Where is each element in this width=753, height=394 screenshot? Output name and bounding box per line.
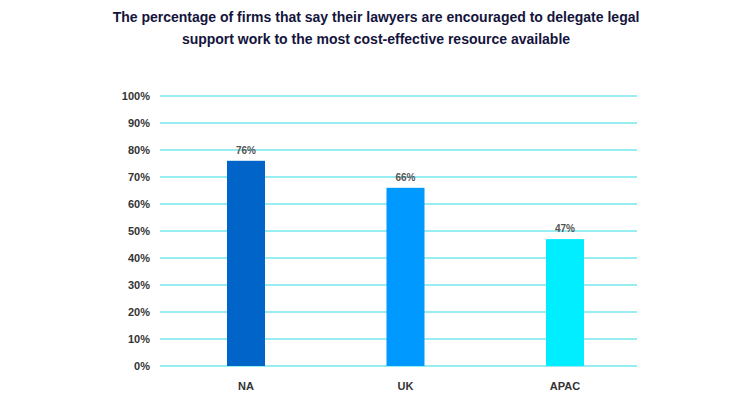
category-label: APAC [550, 380, 580, 392]
tick-label: 80% [128, 144, 150, 156]
tick-label: 70% [128, 171, 150, 183]
bar [227, 161, 265, 366]
tick-label: 100% [122, 90, 150, 102]
grid-line [160, 149, 637, 150]
grid-line [160, 95, 637, 96]
tick-label: 50% [128, 225, 150, 237]
tick-label: 10% [128, 333, 150, 345]
tick-label: 0% [134, 360, 150, 372]
tick-label: 40% [128, 252, 150, 264]
bar [387, 188, 425, 366]
category-label: NA [238, 380, 254, 392]
tick-label: 60% [128, 198, 150, 210]
data-label: 47% [555, 223, 575, 234]
category-label: UK [398, 380, 414, 392]
bars [227, 161, 584, 366]
tick-label: 90% [128, 117, 150, 129]
tick-label: 30% [128, 279, 150, 291]
data-label: 76% [236, 145, 256, 156]
title: The percentage of firms that say their l… [96, 6, 656, 50]
chart: 0% 10% 20% 30% 40% 50% 60% 70% 80% 90% 100% 76% NA 66… [0, 0, 753, 394]
grid-line [160, 122, 637, 123]
bar [546, 239, 584, 366]
data-label: 66% [395, 172, 415, 183]
tick-label: 20% [128, 306, 150, 318]
